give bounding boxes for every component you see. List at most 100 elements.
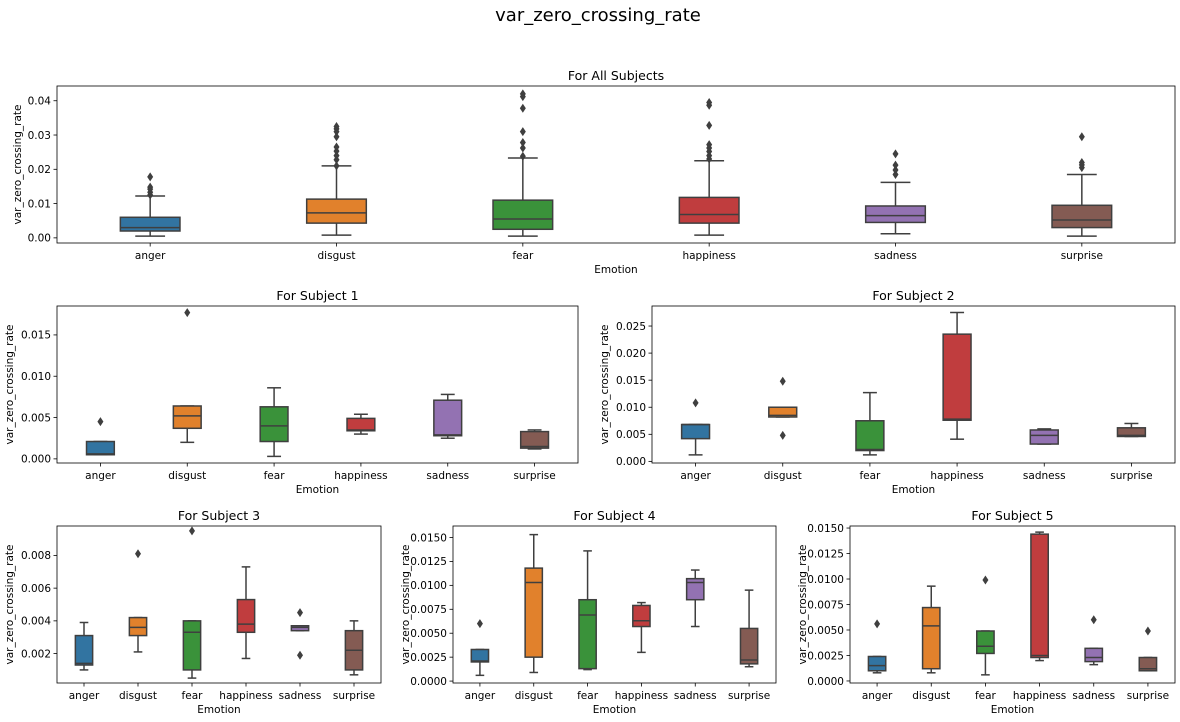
y-tick-label: 0.002 [21,648,51,660]
flier-point [135,549,141,559]
box-body [855,420,885,452]
x-tick-label: fear [264,470,286,482]
chart-panel-0: For All Subjects 0.00 0.01 0.02 0.03 0.04 ange… [12,68,1176,276]
y-tick-label: 0.02 [28,164,51,176]
y-tick-label: 0.0100 [807,574,844,586]
box-sadness [1029,428,1059,445]
y-tick-label: 0.0125 [410,556,447,568]
flier-point [874,619,881,629]
box-surprise [344,620,364,676]
box-body [305,198,368,224]
x-tick-label: anger [69,690,100,702]
y-tick-label: 0.0050 [410,628,447,640]
box-anger [85,417,116,456]
plot-frame [651,305,1176,464]
x-tick-label: anger [85,470,116,482]
chart-panel-1: For Subject 1 0.000 0.005 0.010 0.015 anger di… [4,288,579,496]
box-body [680,423,711,440]
flier-point [706,120,713,130]
x-axis-label: Emotion [892,484,935,496]
flier-point [147,182,154,192]
box-body [85,440,116,456]
box-body [119,216,181,232]
x-tick-label: surprise [333,690,375,702]
y-tick-label: 0.0075 [807,599,844,611]
flier-point [519,103,526,113]
box-body [182,620,202,671]
x-tick-label: disgust [119,690,157,702]
box-body [492,199,554,231]
box-sadness [433,393,463,439]
y-tick-label: 0.005 [616,429,646,441]
flier-point [297,650,303,660]
box-body [632,604,651,628]
x-tick-label: disgust [764,470,802,482]
flier-point [706,97,713,107]
panel-title: For Subject 2 [872,288,954,303]
box-happiness [942,311,972,440]
box-anger [470,619,490,677]
y-axis-label: var_zero_crossing_rate [4,545,16,665]
y-tick-label: 0.010 [21,371,51,383]
flier-point [1144,626,1151,636]
box-body [259,406,289,443]
figure-suptitle: var_zero_crossing_rate [495,5,701,26]
y-tick-label: 0.006 [21,583,51,595]
y-tick-label: 0.0000 [410,676,447,688]
flier-point [519,143,526,153]
box-disgust [524,533,544,674]
box-sadness [864,149,927,235]
box-body [976,630,995,655]
x-tick-label: surprise [1127,690,1169,702]
x-axis-label: Emotion [197,704,240,716]
y-tick-label: 0.0025 [807,650,844,662]
box-body [867,655,887,672]
flier-point [779,430,786,440]
box-body [1116,427,1147,438]
flier-point [1078,132,1085,142]
box-fear [578,550,597,671]
flier-point [1090,615,1097,625]
y-tick-label: 0.010 [616,402,646,414]
x-tick-label: disgust [515,690,553,702]
box-body [74,634,94,666]
box-disgust [305,121,368,236]
box-anger [680,398,711,456]
x-tick-label: surprise [1061,250,1103,262]
box-anger [867,619,887,674]
box-fear [976,575,995,676]
x-tick-label: anger [465,690,496,702]
box-fear [259,387,289,458]
x-tick-label: sadness [426,470,469,482]
box-body [678,196,740,224]
flier-point [333,142,340,152]
x-tick-label: anger [680,470,711,482]
x-tick-label: fear [182,690,204,702]
box-body [519,430,550,449]
flier-point [97,417,104,427]
box-body [524,567,544,658]
flier-point [519,138,526,148]
panel-title: For Subject 1 [276,288,358,303]
box-happiness [632,601,651,654]
box-body [433,399,463,437]
y-tick-label: 0.005 [21,412,51,424]
y-tick-label: 0.015 [616,375,646,387]
y-tick-label: 0.00 [28,233,51,245]
box-anger [119,172,181,237]
y-tick-label: 0.03 [28,130,51,142]
y-tick-label: 0.0100 [410,580,447,592]
y-tick-label: 0.025 [616,321,646,333]
box-fear [855,391,885,456]
x-axis-label: Emotion [593,704,636,716]
x-axis-label: Emotion [594,264,637,276]
x-tick-label: fear [859,470,881,482]
y-tick-label: 0.020 [616,348,646,360]
y-tick-label: 0.0025 [410,652,447,664]
box-body [578,598,597,670]
y-tick-label: 0.0150 [410,532,447,544]
box-body [921,606,941,670]
y-tick-label: 0.000 [21,454,51,466]
flier-point [892,165,899,175]
x-tick-label: disgust [912,690,950,702]
